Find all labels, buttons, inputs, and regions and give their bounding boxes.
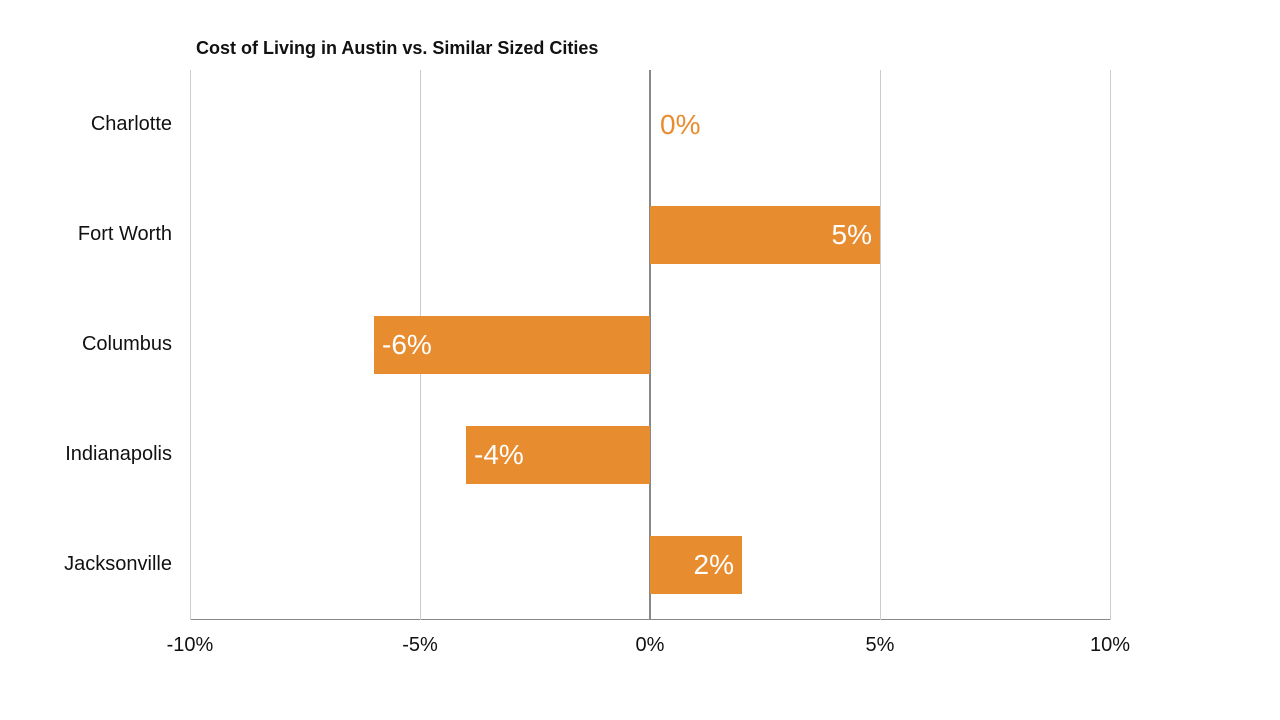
bar-value-label: -6% [382,329,432,361]
x-tick-label: 5% [830,634,930,657]
gridline [190,70,191,620]
category-label: Columbus [0,333,172,356]
bar-value-label: 5% [832,219,872,251]
bar-value-label: -4% [474,439,524,471]
bar-value-label: 2% [694,549,734,581]
x-tick-label: -5% [370,634,470,657]
category-label: Charlotte [0,113,172,136]
category-label: Fort Worth [0,223,172,246]
x-tick-label: -10% [140,634,240,657]
chart-container: Cost of Living in Austin vs. Similar Siz… [0,0,1280,720]
x-tick-label: 10% [1060,634,1160,657]
bar-value-label: 0% [660,109,700,141]
gridline [880,70,881,620]
category-label: Indianapolis [0,443,172,466]
chart-title: Cost of Living in Austin vs. Similar Siz… [196,38,598,59]
category-label: Jacksonville [0,553,172,576]
x-tick-label: 0% [600,634,700,657]
plot-area: 0% 5% -6% -4% 2% [190,70,1110,620]
gridline [1110,70,1111,620]
